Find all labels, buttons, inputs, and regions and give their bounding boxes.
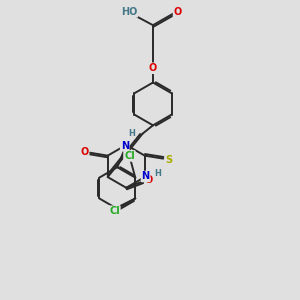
Text: S: S bbox=[166, 154, 173, 164]
Text: N: N bbox=[142, 172, 150, 182]
Text: O: O bbox=[149, 63, 157, 73]
Text: H: H bbox=[128, 129, 135, 138]
Text: O: O bbox=[173, 7, 182, 17]
Text: HO: HO bbox=[121, 7, 137, 17]
Text: O: O bbox=[80, 147, 88, 157]
Text: Cl: Cl bbox=[109, 206, 120, 216]
Text: H: H bbox=[154, 169, 161, 178]
Text: Cl: Cl bbox=[124, 151, 135, 161]
Text: N: N bbox=[121, 140, 129, 151]
Text: O: O bbox=[145, 175, 153, 185]
